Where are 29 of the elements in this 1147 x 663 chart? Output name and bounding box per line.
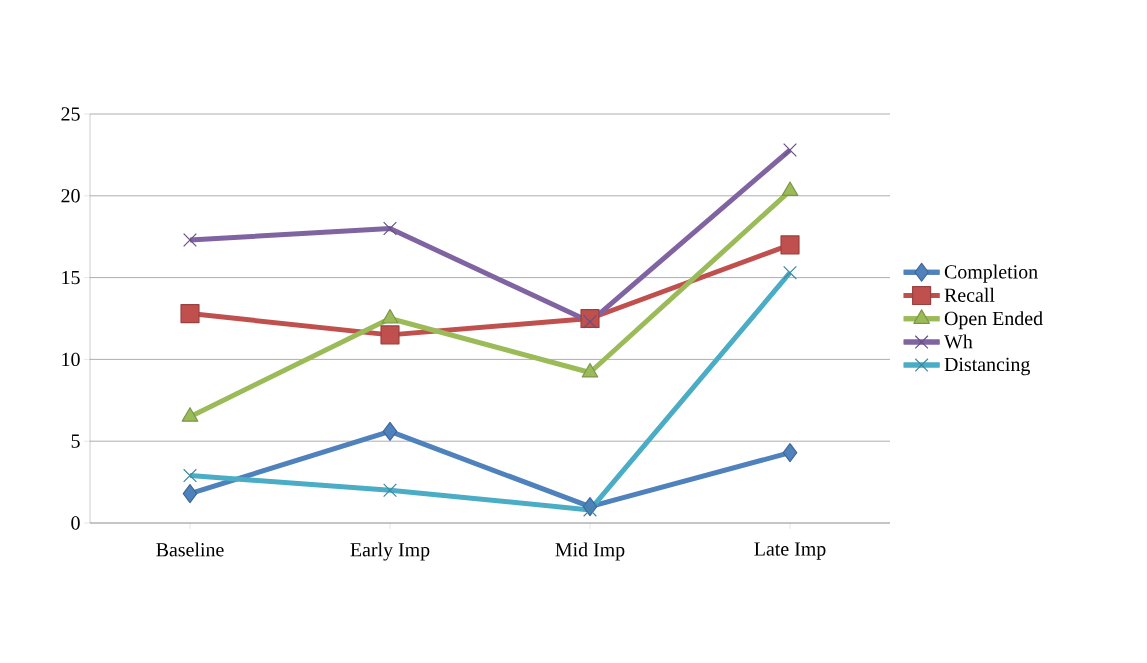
x-tick-label: Baseline: [156, 542, 224, 557]
y-tick-label: 15: [62, 270, 80, 285]
point: [183, 233, 197, 247]
point: [180, 304, 200, 324]
legend-label: Open Ended: [944, 311, 1043, 330]
legend-label: Recall: [944, 287, 995, 302]
y-tick-label: 20: [61, 189, 80, 203]
y-tick-label: 25: [61, 107, 80, 121]
x-tick-label: Early Imp: [350, 542, 430, 561]
x-tick-label: Mid Imp: [555, 542, 625, 561]
point: [183, 468, 197, 483]
y-tick-label: 5: [71, 434, 80, 448]
point: [583, 314, 597, 329]
legend-label: Wh: [944, 334, 973, 349]
point: [382, 421, 398, 441]
point: [383, 221, 397, 236]
point: [782, 443, 798, 463]
point: [383, 483, 397, 498]
legend-label: Distancing: [944, 357, 1030, 376]
y-tick-label: 0: [71, 516, 80, 530]
legend-label: Completion: [944, 264, 1038, 283]
y-tick-label: 10: [62, 352, 80, 367]
point: [583, 502, 597, 517]
point: [780, 235, 800, 255]
point: [783, 143, 797, 157]
x-tick-label: Late Imp: [754, 542, 826, 560]
point: [380, 325, 400, 345]
point: [783, 265, 797, 280]
point: [182, 483, 198, 504]
